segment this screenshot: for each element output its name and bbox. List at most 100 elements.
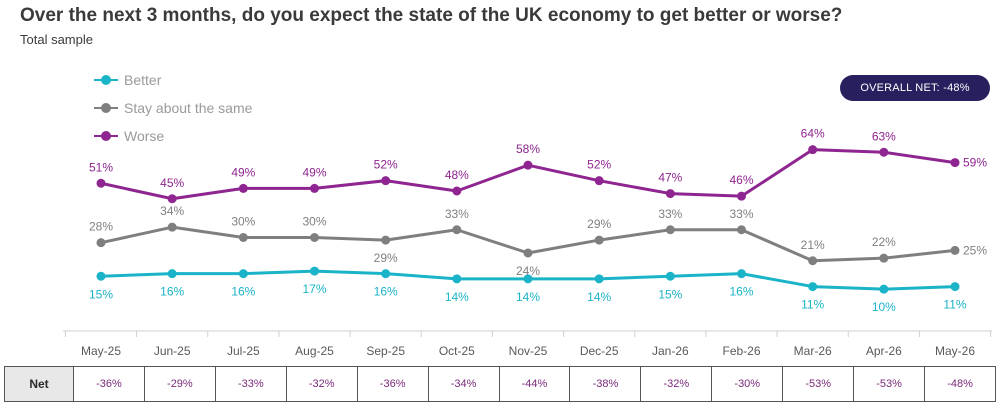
data-point: [523, 160, 533, 170]
data-label: 11%: [943, 298, 966, 312]
data-point: [950, 282, 960, 292]
data-label: 16%: [729, 285, 753, 299]
legend-label-stay: Stay about the same: [124, 100, 253, 116]
x-tick-label: Feb-26: [722, 344, 760, 358]
data-point: [523, 248, 533, 258]
data-point: [310, 233, 319, 242]
series-line: [100, 148, 956, 201]
net-cell: -36%: [356, 366, 429, 402]
data-label: 52%: [374, 158, 398, 172]
x-tick-label: Jun-25: [154, 344, 191, 358]
data-label: 16%: [231, 285, 255, 299]
x-tick-label: Oct-25: [439, 344, 475, 358]
data-point: [452, 186, 462, 196]
data-label: 16%: [160, 285, 184, 299]
legend-item-worse: Worse: [90, 122, 252, 150]
data-point: [381, 235, 391, 245]
net-cell: -48%: [924, 366, 996, 402]
data-point: [96, 271, 106, 281]
net-cell: -53%: [853, 366, 926, 402]
data-label: 63%: [872, 129, 896, 143]
legend-item-stay: Stay about the same: [90, 94, 252, 122]
legend-marker-worse: [101, 131, 111, 141]
net-cell: -30%: [711, 366, 784, 402]
data-label: 11%: [801, 298, 824, 312]
series-layer: 15% 16% 16% 17% 16% 14% 14% 14% 15% 16% 11% 10% 11% 2…: [89, 127, 987, 314]
data-label: 14%: [445, 290, 469, 304]
data-point: [737, 269, 746, 279]
data-label: 28%: [89, 220, 113, 234]
net-cell: -32%: [640, 366, 713, 402]
data-point: [879, 253, 889, 263]
x-axis: May-25 Jun-25 Jul-25 Aug-25 Sep-25 Oct-25 Nov-…: [63, 330, 992, 358]
data-point: [452, 274, 462, 284]
net-cell: -38%: [569, 366, 642, 402]
data-point: [808, 145, 818, 155]
legend-label-better: Better: [124, 72, 162, 88]
data-label: 24%: [516, 264, 540, 278]
data-label: 49%: [302, 165, 326, 179]
series-stay-about-the-same: 28% 34% 30% 30% 29% 33% 24% 29% 33% 33% 21% 22% 25%: [89, 204, 987, 278]
data-label: 21%: [801, 238, 825, 252]
data-point: [594, 274, 604, 284]
data-label: 29%: [374, 251, 398, 265]
data-point: [238, 183, 248, 193]
data-point: [808, 282, 818, 292]
data-point: [167, 222, 177, 232]
data-point: [879, 147, 889, 157]
data-point: [167, 269, 177, 279]
data-point: [167, 194, 177, 204]
series-worse: 51% 45% 49% 49% 52% 48% 58% 52% 47% 46% 64% 63% 59%: [89, 127, 987, 204]
net-cell: -36%: [73, 366, 145, 402]
data-label: 34%: [160, 204, 184, 218]
data-label: 33%: [445, 207, 469, 221]
data-point: [381, 176, 391, 186]
legend-label-worse: Worse: [124, 128, 165, 144]
data-label: 33%: [729, 207, 753, 221]
data-point: [310, 266, 319, 276]
data-point: [381, 269, 391, 279]
line-chart: May-25 Jun-25 Jul-25 Aug-25 Sep-25 Oct-25 Nov-…: [63, 127, 992, 358]
data-label: 15%: [89, 287, 113, 301]
data-point: [665, 271, 675, 281]
data-label: 16%: [374, 285, 398, 299]
net-cell: -34%: [427, 366, 500, 402]
data-point: [96, 238, 106, 248]
overall-net-badge: OVERALL NET: -48%: [840, 75, 990, 101]
data-label: 45%: [160, 176, 184, 190]
chart-title: Over the next 3 months, do you expect th…: [20, 5, 843, 26]
data-label: 30%: [231, 215, 255, 229]
x-tick-label: Mar-26: [794, 344, 832, 358]
data-label: 49%: [231, 165, 255, 179]
x-tick-label: Sep-25: [366, 344, 405, 358]
data-label: 29%: [587, 217, 611, 231]
x-tick-label: Nov-25: [509, 344, 548, 358]
chart-subtitle: Total sample: [20, 32, 93, 47]
data-label: 14%: [516, 290, 540, 304]
data-point: [879, 284, 889, 294]
data-label: 58%: [516, 142, 540, 156]
net-cell: -33%: [214, 366, 287, 402]
data-label: 46%: [729, 173, 753, 187]
legend-item-better: Better: [90, 66, 252, 94]
x-tick-label: Apr-26: [866, 344, 902, 358]
net-row-label: Net: [4, 366, 74, 402]
net-cell: -29%: [143, 366, 216, 402]
data-point: [523, 274, 533, 284]
net-cell: -32%: [285, 366, 358, 402]
net-row: Net -36% -29% -33% -32% -36% -34% -44% -38% -32%…: [4, 366, 996, 402]
data-point: [594, 235, 604, 245]
data-label: 47%: [658, 171, 682, 185]
data-point: [96, 178, 106, 188]
data-label: 64%: [801, 127, 825, 141]
legend-marker-stay: [101, 103, 111, 113]
data-point: [737, 191, 746, 201]
data-point: [737, 225, 746, 235]
data-point: [665, 189, 675, 199]
net-cell: -53%: [782, 366, 855, 402]
x-tick-label: Aug-25: [295, 344, 334, 358]
data-label: 15%: [658, 287, 682, 301]
x-tick-label: May-25: [81, 344, 121, 358]
x-tick-label: Jan-26: [652, 344, 689, 358]
legend-marker-better: [101, 75, 111, 85]
